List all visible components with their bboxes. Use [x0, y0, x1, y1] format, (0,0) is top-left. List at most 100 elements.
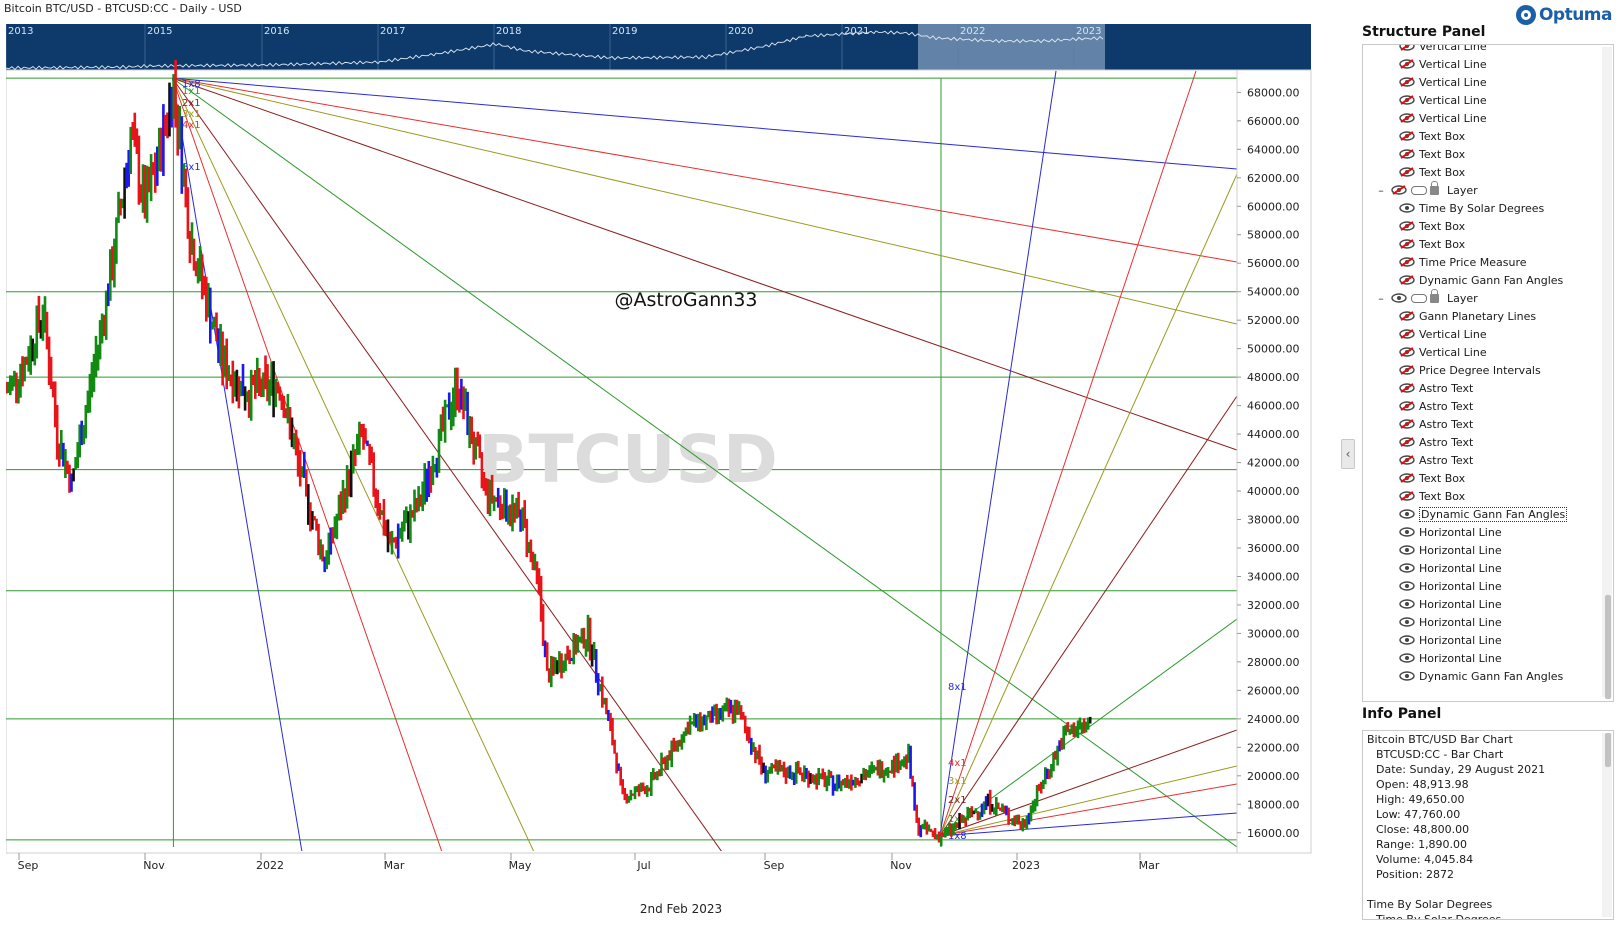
structure-scroll-thumb[interactable]: [1605, 595, 1611, 699]
structure-item[interactable]: Horizontal Line: [1363, 595, 1599, 613]
info-line: Date: Sunday, 29 August 2021: [1376, 763, 1546, 776]
structure-item[interactable]: Astro Text: [1363, 433, 1599, 451]
structure-item[interactable]: Horizontal Line: [1363, 523, 1599, 541]
eye-icon[interactable]: [1399, 563, 1415, 573]
eye-hidden-icon[interactable]: [1399, 473, 1415, 483]
ohlc-bar: [235, 369, 239, 402]
structure-item[interactable]: Price Degree Intervals: [1363, 361, 1599, 379]
link-icon[interactable]: [1411, 293, 1427, 303]
collapse-panel-button[interactable]: ‹: [1341, 439, 1355, 469]
eye-hidden-icon[interactable]: [1399, 437, 1415, 447]
structure-item[interactable]: Astro Text: [1363, 415, 1599, 433]
structure-item[interactable]: Text Box: [1363, 145, 1599, 163]
eye-hidden-icon[interactable]: [1399, 347, 1415, 357]
eye-hidden-icon[interactable]: [1399, 149, 1415, 159]
eye-hidden-icon[interactable]: [1399, 113, 1415, 123]
eye-icon[interactable]: [1399, 671, 1415, 681]
price-chart[interactable]: 2013 2015 2016 2017 2018 2019 2020 2021 2022 2023…: [6, 24, 1358, 900]
ohlc-bar: [658, 769, 661, 777]
eye-icon[interactable]: [1399, 581, 1415, 591]
eye-hidden-icon[interactable]: [1399, 77, 1415, 87]
link-icon[interactable]: [1411, 185, 1427, 195]
eye-icon[interactable]: [1399, 545, 1415, 555]
eye-hidden-icon[interactable]: [1399, 95, 1415, 105]
structure-item[interactable]: Time By Solar Degrees: [1363, 199, 1599, 217]
structure-item[interactable]: Horizontal Line: [1363, 613, 1599, 631]
price-bars[interactable]: [6, 60, 1092, 847]
eye-hidden-icon[interactable]: [1391, 185, 1407, 195]
structure-item[interactable]: Astro Text: [1363, 397, 1599, 415]
structure-scrollbar[interactable]: [1602, 47, 1612, 697]
lock-icon[interactable]: [1430, 180, 1439, 195]
info-panel[interactable]: Bitcoin BTC/USD Bar Chart BTCUSD:CC - Bar…: [1362, 730, 1614, 920]
structure-item[interactable]: Vertical Line: [1363, 91, 1599, 109]
eye-hidden-icon[interactable]: [1399, 167, 1415, 177]
structure-item[interactable]: Astro Text: [1363, 379, 1599, 397]
info-scrollbar[interactable]: [1602, 733, 1612, 917]
ohlc-bar: [760, 756, 763, 775]
structure-item[interactable]: Gann Planetary Lines: [1363, 307, 1599, 325]
structure-item[interactable]: Vertical Line: [1363, 55, 1599, 73]
structure-item[interactable]: Text Box: [1363, 487, 1599, 505]
collapse-layer-icon[interactable]: –: [1378, 183, 1384, 197]
eye-hidden-icon[interactable]: [1399, 329, 1415, 339]
structure-item[interactable]: Time Price Measure: [1363, 253, 1599, 271]
eye-hidden-icon[interactable]: [1399, 59, 1415, 69]
overview-navigator[interactable]: 2013 2015 2016 2017 2018 2019 2020 2021 2022 2023: [6, 24, 1311, 71]
structure-item[interactable]: Dynamic Gann Fan Angles: [1363, 667, 1599, 685]
eye-hidden-icon[interactable]: [1399, 401, 1415, 411]
structure-item-label: Text Box: [1419, 147, 1466, 161]
eye-icon[interactable]: [1391, 293, 1407, 303]
eye-hidden-icon[interactable]: [1399, 221, 1415, 231]
structure-item[interactable]: Horizontal Line: [1363, 541, 1599, 559]
eye-hidden-icon[interactable]: [1399, 365, 1415, 375]
eye-hidden-icon[interactable]: [1399, 383, 1415, 393]
eye-icon[interactable]: [1399, 635, 1415, 645]
eye-icon[interactable]: [1399, 617, 1415, 627]
structure-item[interactable]: Text Box: [1363, 235, 1599, 253]
eye-hidden-icon[interactable]: [1399, 131, 1415, 141]
structure-item[interactable]: Horizontal Line: [1363, 649, 1599, 667]
structure-item[interactable]: Text Box: [1363, 469, 1599, 487]
ohlc-bar: [554, 657, 557, 674]
ohlc-bar: [1084, 721, 1088, 733]
lock-icon[interactable]: [1430, 288, 1439, 303]
structure-item[interactable]: Vertical Line: [1363, 73, 1599, 91]
eye-icon[interactable]: [1399, 203, 1415, 213]
eye-icon[interactable]: [1399, 653, 1415, 663]
structure-item[interactable]: Horizontal Line: [1363, 559, 1599, 577]
eye-icon[interactable]: [1399, 509, 1415, 519]
structure-item[interactable]: Text Box: [1363, 163, 1599, 181]
structure-item[interactable]: Vertical Line: [1363, 45, 1599, 55]
collapse-layer-icon[interactable]: –: [1378, 291, 1384, 305]
structure-item[interactable]: Vertical Line: [1363, 109, 1599, 127]
structure-item[interactable]: Horizontal Line: [1363, 577, 1599, 595]
structure-layer-row[interactable]: – Layer: [1363, 288, 1599, 307]
structure-item[interactable]: Dynamic Gann Fan Angles: [1363, 505, 1599, 523]
eye-hidden-icon[interactable]: [1399, 419, 1415, 429]
eye-icon[interactable]: [1399, 527, 1415, 537]
structure-item[interactable]: Dynamic Gann Fan Angles: [1363, 271, 1599, 289]
structure-item[interactable]: Astro Text: [1363, 451, 1599, 469]
structure-tree[interactable]: Vertical Line Vertical Line Vertical Line V…: [1362, 44, 1614, 702]
price-label: 50000.00: [1247, 343, 1300, 356]
eye-hidden-icon[interactable]: [1399, 239, 1415, 249]
structure-item[interactable]: Text Box: [1363, 217, 1599, 235]
structure-item[interactable]: Text Box: [1363, 127, 1599, 145]
info-scroll-thumb[interactable]: [1605, 733, 1611, 767]
structure-item[interactable]: Vertical Line: [1363, 325, 1599, 343]
structure-layer-row[interactable]: – Layer: [1363, 180, 1599, 199]
eye-hidden-icon[interactable]: [1399, 491, 1415, 501]
eye-hidden-icon[interactable]: [1399, 275, 1415, 285]
eye-hidden-icon[interactable]: [1399, 311, 1415, 321]
structure-item[interactable]: Horizontal Line: [1363, 631, 1599, 649]
eye-hidden-icon[interactable]: [1399, 455, 1415, 465]
eye-hidden-icon[interactable]: [1399, 257, 1415, 267]
ohlc-bar: [699, 712, 702, 732]
ohlc-bar: [156, 146, 159, 186]
eye-icon[interactable]: [1399, 599, 1415, 609]
structure-item[interactable]: Vertical Line: [1363, 343, 1599, 361]
eye-hidden-icon[interactable]: [1399, 45, 1415, 51]
chart-area[interactable]: 2013 2015 2016 2017 2018 2019 2020 2021 2022 2023…: [6, 24, 1358, 916]
